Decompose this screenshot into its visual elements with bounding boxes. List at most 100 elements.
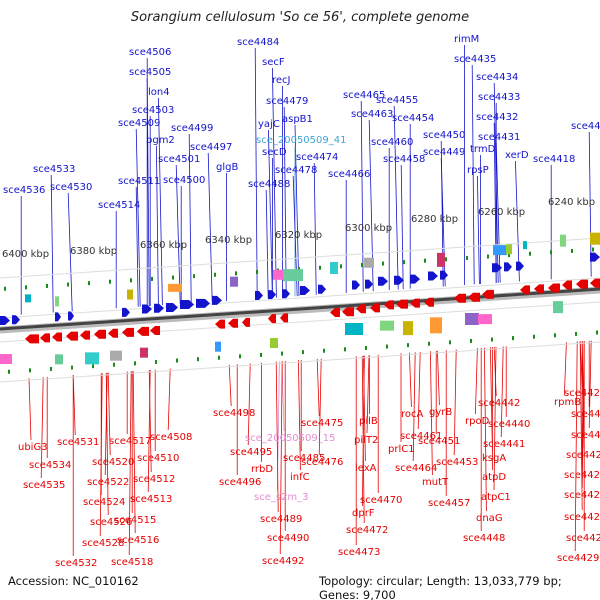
top-gene-label: trmD — [470, 144, 496, 155]
forward-gene-arrow — [394, 275, 404, 285]
cog-category-box — [553, 301, 563, 314]
bottom-gene-label: sce_s2m_3 — [254, 492, 309, 503]
bottom-gene-label: sce4520 — [92, 457, 134, 468]
bottom-gene-label: atpD — [482, 472, 506, 483]
reverse-gene-arrow — [396, 299, 408, 309]
bottom-gene-label: infC — [290, 472, 310, 483]
scale-tick-mark — [214, 272, 216, 277]
bottom-gene-label: dnaG — [476, 513, 503, 524]
bottom-label-line — [104, 372, 108, 476]
scale-tick-mark — [67, 282, 69, 287]
bottom-gene-label: sce4508 — [150, 432, 192, 443]
scale-label: 6400 kbp — [2, 249, 49, 260]
cog-category-box — [273, 269, 285, 280]
top-label-line — [477, 175, 480, 285]
bottom-label-line — [453, 349, 457, 456]
top-gene-label: glgB — [216, 162, 238, 173]
top-label-line — [188, 133, 192, 304]
top-gene-label: sce4533 — [33, 164, 75, 175]
bottom-label-line — [40, 377, 44, 479]
forward-gene-arrow — [516, 261, 524, 271]
forward-gene-arrow — [255, 291, 263, 301]
scale-label: 6320 kbp — [275, 230, 322, 241]
bottom-gene-label: sce4513 — [130, 494, 172, 505]
top-gene-label: sce4431 — [478, 132, 520, 143]
bottom-label-line — [128, 371, 132, 556]
bottom-gene-label: sce4441 — [483, 439, 525, 450]
bottom-gene-label: sce4426 — [564, 512, 600, 523]
scale-tick-mark — [134, 361, 136, 366]
top-gene-label: sce4466 — [328, 169, 370, 180]
bottom-gene-label: sce4495 — [230, 447, 272, 458]
top-label-lines — [20, 45, 592, 315]
reverse-gene-arrow — [94, 329, 106, 339]
bottom-label-line — [318, 358, 322, 456]
top-gene-label: sce4509 — [118, 118, 160, 129]
bottom-label-line — [316, 358, 320, 417]
bottom-label-line — [409, 352, 412, 408]
scale-tick-mark — [239, 354, 241, 359]
cog-category-box — [55, 354, 63, 365]
top-gene-label: sce4500 — [163, 175, 205, 186]
top-gene-label: secD — [262, 147, 287, 158]
cog-category-box — [364, 257, 374, 268]
reverse-gene-arrow — [410, 298, 420, 308]
bottom-gene-label: rocA — [401, 409, 424, 420]
top-gene-label: sce4488 — [248, 179, 290, 190]
reverse-gene-arrow — [52, 332, 62, 342]
scale-tick-mark — [319, 265, 321, 270]
scale-tick-mark — [554, 333, 556, 338]
bottom-gene-label: sce4453 — [436, 457, 478, 468]
bottom-gene-label: mutT — [422, 477, 449, 488]
top-gene-label: sce4458 — [383, 154, 425, 165]
cog-category-box — [560, 234, 566, 247]
bottom-gene-label: sce4517 — [109, 436, 151, 447]
reverse-gene-arrow — [534, 284, 544, 294]
scale-label: 6280 kbp — [411, 214, 458, 225]
top-gene-label: sce4435 — [454, 54, 496, 65]
scale-tick-mark — [281, 351, 283, 356]
top-label-line — [67, 192, 73, 312]
bottom-gene-label: sce4457 — [428, 498, 470, 509]
bottom-label-line — [132, 371, 136, 534]
scale-tick-mark — [491, 337, 493, 342]
bottom-label-line — [412, 352, 416, 462]
bottom-gene-label: sce4516 — [117, 535, 159, 546]
top-gene-label: sce4478 — [275, 165, 317, 176]
scale-tick-mark — [592, 247, 594, 252]
bottom-label-line — [363, 355, 366, 462]
genome-summary-text: Topology: circular; Length: 13,033,779 b… — [319, 574, 562, 600]
bottom-label-line — [475, 348, 478, 415]
bottom-label-line — [417, 351, 421, 430]
scale-tick-mark — [88, 281, 90, 286]
forward-gene-arrow — [55, 312, 61, 322]
top-gene-label: sce4418 — [533, 154, 575, 165]
bottom-gene-label: rpoD — [465, 416, 490, 427]
bottom-gene-label: sce_20050509_15 — [245, 433, 335, 444]
top-gene-label: sce4449 — [423, 147, 465, 158]
scale-tick-mark — [151, 276, 153, 281]
bottom-gene-label: sce4464 — [395, 463, 437, 474]
top-gene-label: sce4454 — [392, 113, 434, 124]
scale-tick-mark — [25, 285, 27, 290]
forward-gene-arrow — [68, 311, 74, 321]
forward-gene-arrow — [428, 271, 438, 281]
bottom-gene-label: sce4515 — [114, 515, 156, 526]
top-gene-label: aspB1 — [282, 114, 313, 125]
bottom-label-line — [247, 363, 251, 446]
scale-tick-mark — [449, 340, 451, 345]
scale-label: 6380 kbp — [70, 246, 117, 257]
scale-tick-mark — [575, 331, 577, 336]
bottom-gene-label: sce4496 — [219, 477, 261, 488]
scale-label: 6340 kbp — [205, 235, 252, 246]
top-gene-label: recJ — [272, 75, 291, 86]
scale-tick-mark — [197, 357, 199, 362]
bottom-gene-label: sce4534 — [29, 460, 71, 471]
cog-category-box — [168, 283, 182, 292]
top-gene-label: sce4499 — [171, 123, 213, 134]
bottom-label-line — [361, 355, 365, 524]
scale-tick-mark — [340, 264, 342, 269]
forward-gene-arrow — [122, 307, 130, 317]
bottom-label-line — [228, 364, 232, 407]
